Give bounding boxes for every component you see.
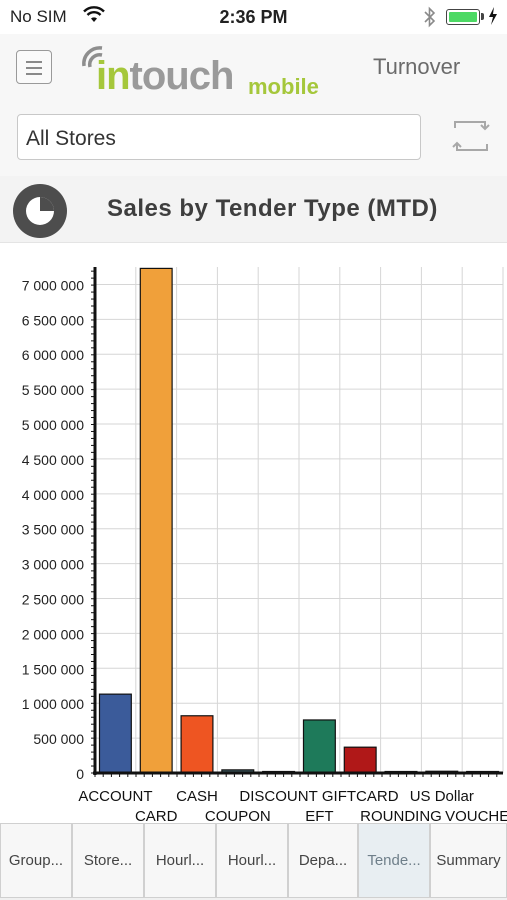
bar-account [98, 693, 132, 774]
y-tick-label: 5 000 000 [22, 417, 84, 433]
report-header: Sales by Tender Type (MTD) [0, 176, 507, 243]
y-tick-label: 7 000 000 [22, 277, 84, 293]
tab-hourly-2[interactable]: Hourl... [216, 823, 288, 898]
tab-summary[interactable]: Summary [430, 823, 507, 898]
tab-store[interactable]: Store... [72, 823, 144, 898]
bluetooth-icon [424, 6, 436, 28]
x-tick-label: US Dollar [410, 788, 474, 805]
tab-group[interactable]: Group... [0, 823, 72, 898]
x-tick-label: ROUNDING [360, 808, 442, 823]
report-title: Sales by Tender Type (MTD) [107, 195, 438, 222]
filter-bar: All Stores [0, 106, 507, 176]
y-tick-label: 6 500 000 [22, 312, 84, 328]
menu-button[interactable] [16, 50, 52, 84]
x-tick-label: GIFTCARD [322, 788, 399, 805]
x-tick-label: CASH [176, 788, 218, 805]
y-tick-label: 500 000 [33, 731, 84, 747]
battery-tip [481, 13, 484, 20]
x-tick-label: COUPON [205, 808, 271, 823]
bar-eft [302, 719, 336, 774]
y-tick-label: 3 000 000 [22, 557, 84, 573]
charging-icon [489, 7, 497, 25]
y-tick-label: 6 000 000 [22, 347, 84, 363]
x-tick-label: DISCOUNT [239, 788, 317, 805]
battery-icon [446, 9, 480, 25]
store-selector[interactable]: All Stores [17, 114, 421, 160]
y-tick-label: 1 500 000 [22, 661, 84, 677]
logo-mobile-text: mobile [248, 74, 319, 99]
y-tick-label: 4 500 000 [22, 452, 84, 468]
y-tick-label: 3 500 000 [22, 522, 84, 538]
wifi-icon [83, 6, 105, 22]
x-tick-label: VOUCHER [445, 808, 507, 823]
report-tabs: Group... Store... Hourl... Hourl... Depa… [0, 823, 507, 900]
store-selector-value: All Stores [26, 127, 116, 150]
intouch-logo: intouch mobile [80, 40, 330, 100]
chart-area: 0 500 000 1 000 000 1 500 000 2 000 000 2 500… [0, 243, 507, 825]
clock-label: 2:36 PM [219, 7, 288, 27]
y-tick-label: 5 500 000 [22, 382, 84, 398]
y-tick-label: 2 500 000 [22, 592, 84, 608]
bar-giftcard [343, 746, 377, 774]
tab-hourly-1[interactable]: Hourl... [144, 823, 216, 898]
carrier-label: No SIM [10, 7, 67, 26]
x-tick-label: EFT [305, 808, 333, 823]
x-tick-label: ACCOUNT [78, 788, 152, 805]
refresh-icon[interactable] [447, 114, 495, 158]
y-tick-label: 4 000 000 [22, 487, 84, 503]
y-tick-label: 2 000 000 [22, 626, 84, 642]
y-tick-label: 1 000 000 [22, 696, 84, 712]
x-tick-label: CARD [135, 808, 178, 823]
logo-text: intouch [96, 54, 234, 98]
tender-bar-chart: 0 500 000 1 000 000 1 500 000 2 000 000 2 500… [22, 267, 507, 825]
app-header: intouch mobile Turnover [0, 34, 507, 106]
tab-tender[interactable]: Tende... [358, 823, 430, 898]
signal-arc-icon [82, 46, 103, 68]
bar-card [139, 267, 173, 774]
section-title: Turnover [373, 54, 461, 79]
tab-department[interactable]: Depa... [288, 823, 358, 898]
y-tick-label: 0 [76, 766, 84, 782]
pie-chart-icon[interactable] [13, 184, 67, 238]
status-bar: No SIM 2:36 PM [0, 0, 507, 34]
bar-cash [180, 715, 214, 774]
